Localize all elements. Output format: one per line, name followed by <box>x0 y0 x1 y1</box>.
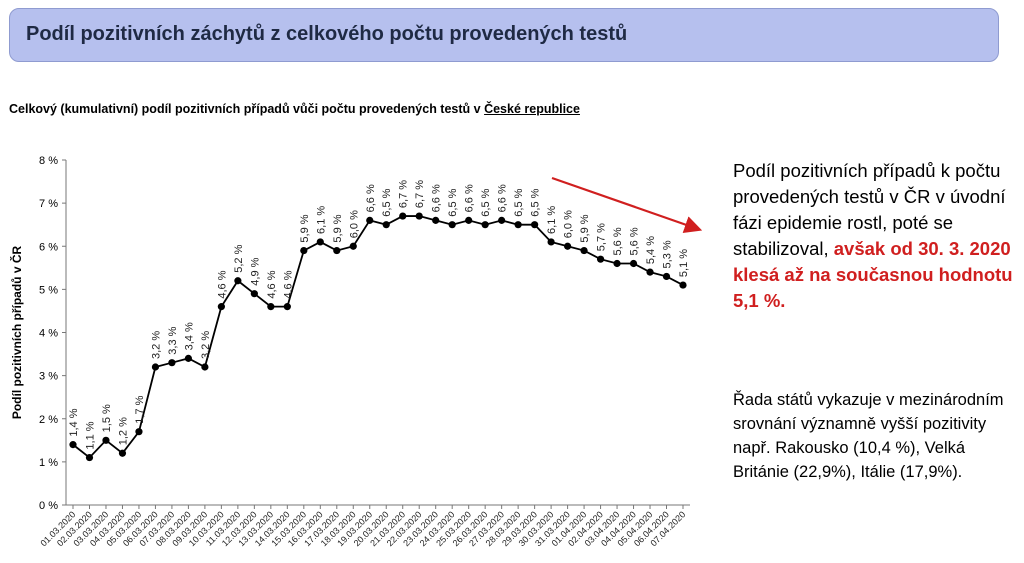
data-point <box>415 212 423 220</box>
data-point <box>168 359 176 367</box>
data-label: 5,7 % <box>596 223 608 251</box>
commentary-text: Podíl pozitivních případů k počtu proved… <box>733 160 1006 259</box>
data-point <box>596 255 605 263</box>
data-label: 6,0 % <box>563 210 575 238</box>
data-point <box>366 216 374 224</box>
y-tick-label: 6 % <box>39 241 58 253</box>
series-line <box>72 215 684 459</box>
data-label: 6,5 % <box>530 188 542 216</box>
data-point <box>135 428 143 436</box>
data-point <box>250 290 258 298</box>
data-point <box>151 363 160 371</box>
y-tick-label: 8 % <box>39 155 58 167</box>
data-label: 6,6 % <box>497 184 509 212</box>
data-label: 4,6 % <box>282 270 294 298</box>
commentary: Podíl pozitivních případů k počtu proved… <box>733 158 1018 314</box>
y-tick-label: 5 % <box>39 284 58 296</box>
subtitle-country: České republice <box>484 102 580 116</box>
data-point <box>563 242 572 250</box>
data-label: 6,6 % <box>431 184 443 212</box>
trend-arrow <box>551 176 703 233</box>
data-point <box>349 242 357 250</box>
y-tick-label: 7 % <box>39 198 58 210</box>
data-point <box>118 449 127 457</box>
data-label: 3,2 % <box>150 331 162 359</box>
data-label: 6,1 % <box>546 206 558 234</box>
data-label: 5,6 % <box>612 227 624 255</box>
data-label: 5,1 % <box>678 249 690 277</box>
data-label: 5,9 % <box>332 214 344 242</box>
data-point <box>316 238 324 246</box>
data-label: 5,6 % <box>629 227 641 255</box>
data-label: 1,2 % <box>117 417 129 445</box>
data-label: 1,4 % <box>68 408 80 436</box>
data-label: 6,5 % <box>447 188 459 216</box>
data-label: 4,6 % <box>216 270 228 298</box>
title-banner: Podíl pozitivních záchytů z celkového po… <box>9 8 999 62</box>
data-point <box>662 272 671 281</box>
data-point <box>300 246 308 255</box>
chart-subtitle: Celkový (kumulativní) podíl pozitivních … <box>9 102 580 116</box>
data-label: 6,0 % <box>348 210 360 238</box>
data-label: 1,1 % <box>84 421 96 449</box>
data-label: 3,2 % <box>200 331 212 359</box>
subtitle-text: Celkový (kumulativní) podíl pozitivních … <box>9 102 485 116</box>
data-label: 6,5 % <box>513 188 525 216</box>
data-point <box>184 354 193 362</box>
data-label: 6,1 % <box>315 206 327 234</box>
data-point <box>102 436 110 444</box>
data-label: 3,4 % <box>183 322 195 350</box>
data-point <box>382 221 390 229</box>
page-title: Podíl pozitivních záchytů z celkového po… <box>26 23 628 45</box>
data-point <box>448 221 456 229</box>
data-point <box>69 441 77 449</box>
data-point <box>613 259 621 268</box>
data-label: 5,9 % <box>579 214 591 242</box>
data-point <box>234 277 242 285</box>
data-point <box>629 259 638 268</box>
data-point <box>283 303 291 311</box>
data-label: 3,3 % <box>167 326 179 354</box>
data-label: 6,7 % <box>398 180 410 208</box>
data-label: 6,5 % <box>480 188 492 216</box>
data-point <box>531 221 539 229</box>
data-point <box>498 216 506 224</box>
data-label: 6,7 % <box>414 180 426 208</box>
commentary-highlight: avšak od 30. 3. 2020 klesá až na současn… <box>733 238 1013 311</box>
data-point <box>85 453 94 462</box>
y-tick-label: 3 % <box>39 371 58 383</box>
data-label: 4,9 % <box>249 257 261 285</box>
data-point <box>646 268 654 276</box>
line-chart: 0 % 1 % 2 % 3 % 4 % 5 % 6 % 7 % 8 % Podíl pozitiv… <box>9 155 703 548</box>
data-point <box>580 246 588 255</box>
data-label: 5,4 % <box>645 236 657 264</box>
y-tick-label: 4 % <box>39 328 58 340</box>
data-label: 4,6 % <box>266 270 278 298</box>
data-point <box>547 238 555 246</box>
data-label: 6,6 % <box>464 184 476 212</box>
data-label: 1,5 % <box>101 404 113 432</box>
y-tick-label: 2 % <box>39 414 58 426</box>
data-point <box>201 363 209 371</box>
data-point <box>333 246 341 255</box>
data-point <box>399 212 407 220</box>
y-tick-label: 0 % <box>39 500 58 512</box>
international-note: Řada států vykazuje v mezinárodním srovn… <box>733 391 1004 481</box>
data-point <box>432 216 440 224</box>
data-label: 5,9 % <box>299 214 311 242</box>
data-label: 6,5 % <box>381 188 393 216</box>
data-point <box>514 221 522 229</box>
data-point <box>217 303 225 311</box>
data-label: 1,7 % <box>134 395 146 423</box>
data-point <box>267 303 275 311</box>
data-label: 6,6 % <box>365 184 377 212</box>
data-label: 5,2 % <box>233 244 245 272</box>
data-point <box>481 221 489 229</box>
y-tick-label: 1 % <box>39 457 58 469</box>
data-point <box>465 216 473 224</box>
data-point <box>679 281 687 289</box>
data-label: 5,3 % <box>662 240 674 268</box>
y-axis-label: Podíl pozitivních případů v ČR <box>9 246 24 420</box>
